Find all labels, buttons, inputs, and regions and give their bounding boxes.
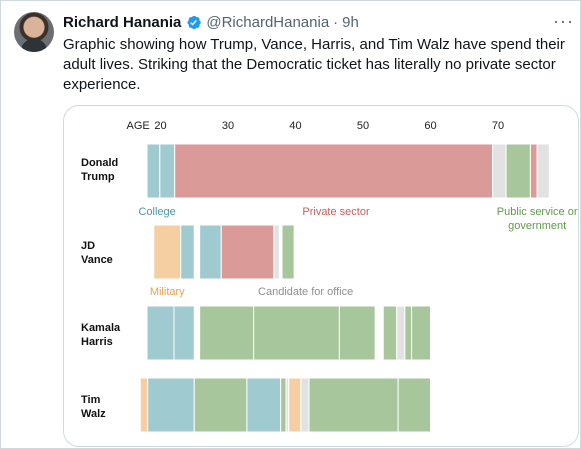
x-tick-label-20: 20: [154, 120, 166, 132]
bar-segment-0-2: [174, 143, 494, 199]
bar-segment-0-3: [492, 143, 507, 199]
legend-annotation-2: Public service or: [497, 206, 578, 218]
bar-segment-2-2: [199, 305, 255, 361]
bar-segment-1-0: [153, 224, 182, 280]
row-label-first-0: Donald: [81, 157, 118, 169]
x-tick-label-40: 40: [289, 120, 301, 132]
bar-segment-0-4: [505, 143, 531, 199]
row-label-first-1: JD: [81, 240, 95, 252]
row-label-last-1: Vance: [81, 254, 113, 266]
row-label-last-0: Trump: [81, 171, 115, 183]
media-card[interactable]: AGE 20 30 40 50 60 70 Donald Trump JD Vance Kamala H…: [63, 105, 579, 447]
bar-segment-2-0: [146, 305, 175, 361]
bar-segment-3-3: [246, 377, 282, 433]
bar-segment-0-6: [536, 143, 550, 199]
verified-badge-icon: [187, 15, 202, 29]
bar-segment-0-0: [146, 143, 161, 199]
bar-segment-1-1: [180, 224, 195, 280]
x-tick-label-70: 70: [492, 120, 504, 132]
bar-segment-2-7: [404, 305, 413, 361]
row-label-last-2: Harris: [81, 336, 113, 348]
tweet-text: Graphic showing how Trump, Vance, Harris…: [63, 36, 565, 93]
bar-segment-2-8: [411, 305, 432, 361]
bar-segment-1-3: [220, 224, 275, 280]
tweet-header: Richard Hanania @RichardHanania · 9h: [63, 12, 359, 32]
separator-dot: ·: [333, 13, 339, 31]
x-tick-label-50: 50: [357, 120, 369, 132]
bar-segment-2-1: [173, 305, 195, 361]
row-label-first-3: Tim: [81, 394, 101, 406]
bar-segment-3-0: [139, 377, 149, 433]
bar-segment-0-5: [529, 143, 538, 199]
life-timeline-chart: AGE 20 30 40 50 60 70 Donald Trump JD Vance Kamala H…: [81, 120, 578, 433]
bar-segment-0-1: [159, 143, 176, 199]
avatar[interactable]: [14, 12, 54, 52]
legend-annotation-4: Military: [150, 286, 185, 298]
author-name[interactable]: Richard Hanania: [63, 13, 182, 31]
x-tick-label-60: 60: [424, 120, 436, 132]
row-label-first-2: Kamala: [81, 322, 121, 334]
row-label-last-3: Walz: [81, 408, 106, 420]
bar-segment-3-1: [147, 377, 195, 433]
bar-segment-1-2: [199, 224, 222, 280]
legend-annotation-1: Private sector: [302, 206, 370, 218]
bar-segment-1-4: [273, 224, 280, 280]
x-tick-label-30: 30: [222, 120, 234, 132]
bar-segment-2-4: [338, 305, 376, 361]
bar-segment-3-2: [193, 377, 248, 433]
legend-annotation-3: government: [508, 220, 566, 232]
author-handle[interactable]: @RichardHanania: [206, 13, 330, 31]
bar-segment-3-9: [397, 377, 432, 433]
timestamp[interactable]: 9h: [342, 13, 359, 31]
bar-segment-2-5: [382, 305, 398, 361]
bar-segment-1-5: [281, 224, 295, 280]
bar-segment-3-7: [300, 377, 310, 433]
bar-segment-3-8: [308, 377, 399, 433]
bar-segment-2-6: [396, 305, 406, 361]
bar-segment-2-3: [253, 305, 340, 361]
legend-annotation-0: College: [138, 206, 175, 218]
x-axis-label: AGE: [127, 120, 150, 132]
bar-segment-3-6: [288, 377, 302, 433]
legend-annotation-5: Candidate for office: [258, 286, 353, 298]
bar-segment-3-4: [280, 377, 287, 433]
more-dots-icon[interactable]: ···: [553, 11, 574, 31]
